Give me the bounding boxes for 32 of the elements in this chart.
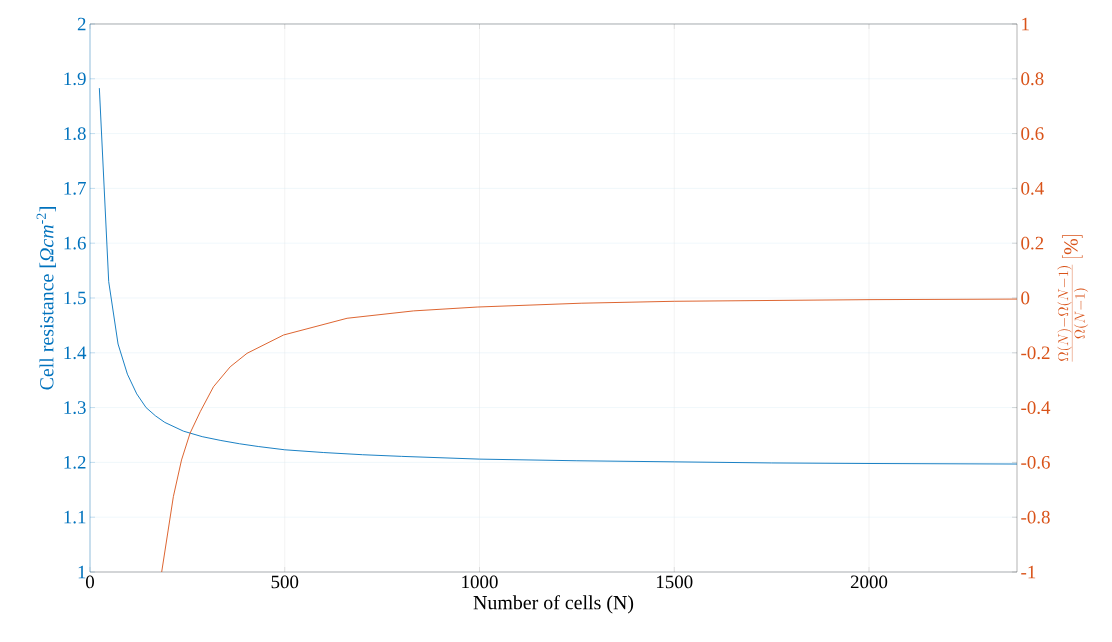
x-tick-label: 500: [271, 575, 299, 589]
x-tick-label: 1000: [462, 575, 498, 589]
y-tick-label: 1.1: [64, 510, 86, 524]
x-tick-label: 2000: [850, 575, 888, 589]
y-tick-label: 1.8: [64, 127, 86, 141]
y-tick-label: 1.4: [64, 346, 87, 360]
y2-tick-label: 0.8: [1021, 72, 1044, 86]
y-tick-label: 1.9: [64, 72, 86, 86]
y-tick-label: 1.3: [64, 401, 86, 414]
y-tick-label: 1.6: [64, 236, 86, 250]
x-axis-title: Number of cells (N): [473, 595, 634, 614]
y2-tick-label: 0.6: [1021, 127, 1044, 141]
line-series: [98, 87, 1018, 465]
y2-tick-label: -0.4: [1021, 401, 1051, 415]
y-tick-label: 1.7: [64, 182, 86, 195]
y-tick-label: 1.5: [64, 291, 86, 305]
y2-axis-title: $\frac{\Omega(N)-\Omega(N-1)}{\Omega(N-1)}\,[\%]$: [1057, 235, 1089, 362]
y2-tick-label: 0.4: [1021, 181, 1044, 195]
line-series: [161, 298, 1018, 572]
y2-tick-label: 0.2: [1021, 236, 1044, 250]
y-tick-label: 1.2: [64, 456, 86, 469]
y-axis-title: Cell resistance [Ωcm$^{-2}$]: [36, 207, 56, 390]
y2-tick-label: 1: [1022, 17, 1029, 31]
y2-tick-label: -0.2: [1021, 346, 1050, 360]
x-tick-label: 1500: [656, 575, 693, 589]
y2-tick-label: -0.6: [1021, 455, 1050, 469]
y-tick-label: 2: [77, 17, 86, 31]
x-tick-label: 0: [85, 575, 94, 589]
y2-tick-label: 0: [1021, 291, 1030, 305]
y-tick-label: 1: [78, 565, 86, 579]
y2-tick-label: -1: [1021, 565, 1036, 579]
y2-tick-label: -0.8: [1021, 510, 1050, 524]
